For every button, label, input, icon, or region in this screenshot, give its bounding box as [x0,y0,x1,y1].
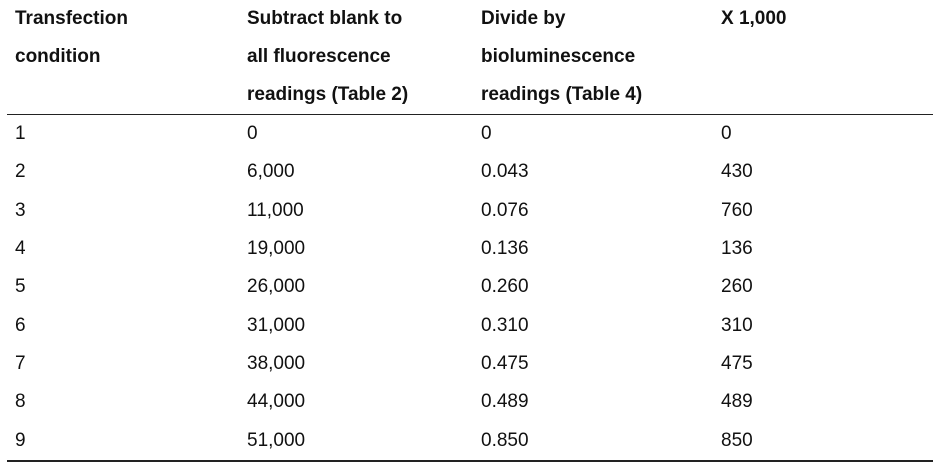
table-cell: 6 [15,314,26,336]
table-cell: 489 [721,391,753,413]
table-cell: 0 [247,123,258,145]
table-cell: 26,000 [247,276,306,298]
table-cell: 31,000 [247,314,306,336]
table-cell: 19,000 [247,238,306,260]
table-cell: 44,000 [247,391,306,413]
table-cell: 0.475 [481,352,529,374]
table-cell: 2 [15,161,26,183]
header-line: X 1,000 [721,8,787,29]
header-subtract-blank: Subtract blank to all fluorescence readi… [239,0,473,115]
table-row: 9 51,000 0.850 850 [7,421,933,462]
table-cell: 0.850 [473,421,713,462]
table-cell: 0.076 [481,199,529,221]
header-line: Subtract blank to [247,8,403,29]
table-row: 2 6,000 0.043 430 [7,153,933,191]
table-row: 8 44,000 0.489 489 [7,383,933,421]
table-cell: 0.489 [481,391,529,413]
table-cell: 430 [721,161,753,183]
table-cell: 0.260 [481,276,529,298]
header-row: Transfection condition Subtract blank to… [7,0,933,115]
table-cell: 260 [721,276,753,298]
table-cell: 8 [15,391,26,413]
table-cell: 760 [721,199,753,221]
table-row: 4 19,000 0.136 136 [7,230,933,268]
header-divide-by-bioluminescence: Divide by bioluminescence readings (Tabl… [473,0,713,115]
table-cell: 0.310 [481,314,529,336]
table-cell: 4 [15,238,26,260]
table-cell: 0 [481,123,492,145]
table-row: 1 0 0 0 [7,115,933,154]
table-row: 6 31,000 0.310 310 [7,306,933,344]
table-cell: 38,000 [247,352,306,374]
table-cell: 7 [15,352,26,374]
table-cell: 0.043 [481,161,529,183]
table-cell: 0.136 [481,238,529,260]
table-body: 1 0 0 0 2 6,000 0.043 430 3 11,000 0.076… [7,115,933,462]
table-row: 7 38,000 0.475 475 [7,345,933,383]
header-line: condition [15,46,101,67]
table-cell: 6,000 [247,161,295,183]
table-cell: 0 [721,123,732,145]
header-transfection-condition: Transfection condition [7,0,239,115]
table-header: Transfection condition Subtract blank to… [7,0,933,115]
table-cell: 850 [713,421,933,462]
data-table: Transfection condition Subtract blank to… [7,0,933,462]
header-line: bioluminescence [481,46,636,67]
header-line: Divide by [481,8,566,29]
data-table-container: Transfection condition Subtract blank to… [7,0,933,462]
table-cell: 9 [7,421,239,462]
table-cell: 1 [15,123,26,145]
header-line: readings (Table 2) [247,84,409,105]
table-cell: 51,000 [239,421,473,462]
header-times-1000: X 1,000 [713,0,933,115]
table-cell: 11,000 [247,199,304,221]
table-cell: 136 [721,238,753,260]
table-cell: 475 [721,352,753,374]
table-cell: 310 [721,314,753,336]
table-row: 3 11,000 0.076 760 [7,192,933,230]
header-line: all fluorescence [247,46,391,67]
table-cell: 5 [15,276,26,298]
header-line: readings (Table 4) [481,84,643,105]
table-cell: 3 [15,199,26,221]
header-line: Transfection [15,8,128,29]
table-row: 5 26,000 0.260 260 [7,268,933,306]
